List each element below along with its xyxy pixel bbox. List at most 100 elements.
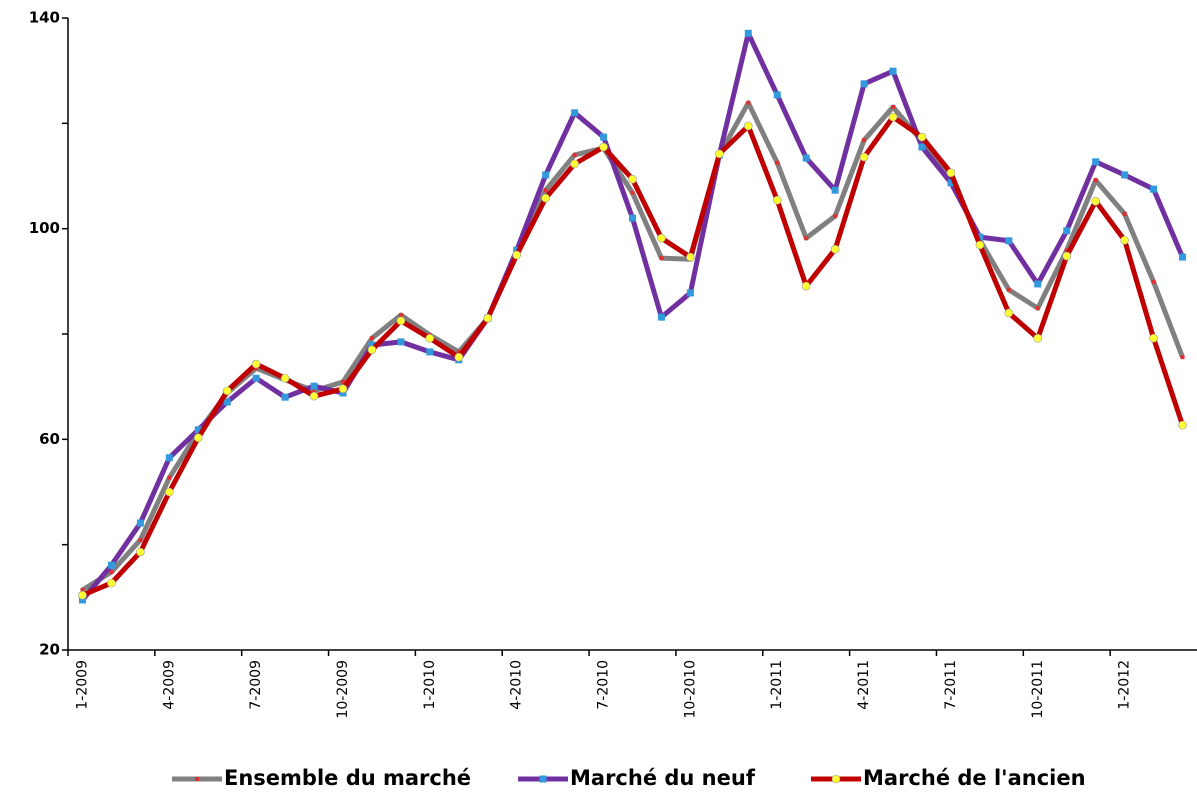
data-point <box>78 590 87 600</box>
data-point <box>862 138 867 143</box>
data-point <box>310 382 318 390</box>
data-point <box>252 374 260 382</box>
y-tick-label: 100 <box>29 219 60 237</box>
data-point <box>746 100 751 105</box>
data-point <box>338 384 348 394</box>
data-point <box>659 256 664 261</box>
data-point <box>830 244 840 254</box>
data-point <box>396 316 406 326</box>
data-point <box>454 352 464 362</box>
data-point <box>109 570 114 575</box>
data-point <box>1179 253 1187 261</box>
data-point <box>715 149 724 159</box>
data-point <box>570 159 579 169</box>
data-point <box>1035 306 1040 311</box>
x-tick-label: 4-2011 <box>856 660 872 710</box>
data-point <box>398 313 403 318</box>
data-point <box>483 313 493 323</box>
data-point <box>194 426 202 434</box>
legend-marker <box>539 775 547 783</box>
data-point <box>1092 158 1100 166</box>
data-point <box>831 186 839 194</box>
data-point <box>425 333 435 343</box>
data-point <box>397 338 405 346</box>
y-tick-label: 60 <box>39 430 60 448</box>
x-tick-label: 4-2009 <box>161 660 177 710</box>
data-point <box>78 596 86 604</box>
data-point <box>947 179 955 187</box>
data-point <box>888 112 898 122</box>
data-point <box>1062 251 1072 261</box>
data-point <box>1122 211 1127 216</box>
data-point <box>743 121 753 131</box>
data-point <box>773 91 781 99</box>
data-point <box>167 475 172 480</box>
data-point <box>657 313 665 321</box>
data-point <box>369 336 374 341</box>
data-point <box>1121 171 1129 179</box>
x-tick-label: 10-2010 <box>682 660 698 719</box>
data-point <box>512 250 522 260</box>
data-point <box>775 160 780 165</box>
x-tick-label: 1-2009 <box>74 660 90 710</box>
data-point <box>1120 235 1129 245</box>
x-tick-label: 4-2010 <box>509 660 525 710</box>
data-point <box>136 547 145 557</box>
data-point <box>312 388 317 393</box>
data-point <box>341 379 346 384</box>
data-point <box>222 386 232 396</box>
y-tick-label: 140 <box>29 9 60 27</box>
data-point <box>1180 355 1185 360</box>
data-point <box>456 349 461 354</box>
data-point <box>1004 308 1014 318</box>
y-tick-label: 20 <box>39 641 60 659</box>
x-tick-label: 10-2009 <box>335 660 351 719</box>
data-point <box>572 152 577 157</box>
data-point <box>833 214 838 219</box>
data-point <box>541 193 550 203</box>
data-point <box>368 341 376 349</box>
data-point <box>629 214 636 222</box>
data-point <box>1151 279 1156 284</box>
data-point <box>628 174 637 184</box>
x-tick-label: 10-2011 <box>1030 660 1046 719</box>
series-line <box>80 30 1185 602</box>
data-point <box>801 281 811 291</box>
data-point <box>889 67 897 75</box>
data-point <box>600 133 608 141</box>
data-point <box>138 537 143 542</box>
data-point <box>1150 185 1158 193</box>
data-point <box>1093 178 1098 183</box>
data-point <box>309 391 319 401</box>
data-point <box>917 132 927 142</box>
data-point <box>107 578 116 588</box>
legend-label: Ensemble du marché <box>224 766 471 790</box>
data-point <box>1149 333 1158 343</box>
data-point <box>686 289 694 297</box>
data-point <box>976 233 984 241</box>
data-point <box>571 109 579 117</box>
data-point <box>946 168 956 178</box>
data-point <box>918 143 926 151</box>
data-point <box>426 348 434 356</box>
data-point <box>599 142 608 152</box>
data-point <box>165 454 173 462</box>
x-tick-label: 7-2010 <box>596 660 612 710</box>
data-point <box>744 29 752 37</box>
data-point <box>802 154 810 162</box>
data-point <box>136 519 144 527</box>
data-point <box>657 233 666 243</box>
data-point <box>686 252 695 262</box>
data-point <box>1033 333 1043 343</box>
legend-label: Marché de l'ancien <box>863 766 1086 790</box>
data-point <box>1064 248 1069 253</box>
data-point <box>543 188 548 193</box>
data-point <box>1006 287 1011 292</box>
data-point <box>1178 420 1187 430</box>
x-tick-label: 1-2011 <box>769 660 785 710</box>
legend-marker <box>831 774 841 784</box>
data-point <box>251 359 261 369</box>
data-point <box>1063 227 1071 235</box>
data-point <box>80 587 85 592</box>
